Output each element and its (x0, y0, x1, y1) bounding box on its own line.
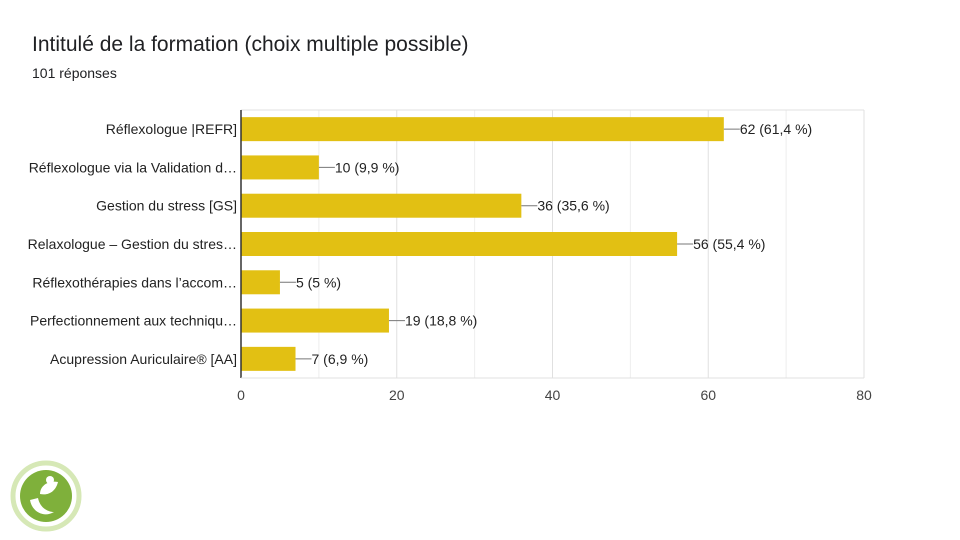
x-tick-label: 20 (389, 387, 405, 403)
logo-disc (20, 470, 72, 522)
bar (241, 193, 522, 218)
bar-chart: 0 20 40 60 80 Réflexologue |REFR] 62 (61,4 %) R… (28, 109, 872, 403)
x-tick-label: 60 (700, 387, 716, 403)
category-label: Réflexothérapies dans l’accom… (32, 274, 237, 290)
logo-leaf-left (30, 498, 54, 515)
data-label: 36 (35,6 %) (537, 198, 609, 214)
data-label: 10 (9,9 %) (335, 159, 400, 175)
bar (241, 308, 389, 333)
data-label: 7 (6,9 %) (312, 351, 369, 367)
x-tick-label: 80 (856, 387, 872, 403)
category-label: Gestion du stress [GS] (96, 198, 237, 214)
bar (241, 346, 296, 371)
category-label: Acupression Auriculaire® [AA] (50, 351, 237, 367)
chart-title: Intitulé de la formation (choix multiple… (32, 33, 469, 56)
bar (241, 232, 678, 256)
category-label: Relaxologue – Gestion du stres… (28, 236, 237, 252)
data-label: 62 (61,4 %) (740, 121, 812, 137)
bar (241, 117, 724, 142)
x-tick-label: 40 (545, 387, 561, 403)
data-label: 19 (18,8 %) (405, 313, 477, 329)
data-label: 56 (55,4 %) (693, 236, 765, 252)
category-label: Perfectionnement aux techniqu… (30, 313, 237, 329)
category-label: Réflexologue via la Validation d… (29, 159, 237, 175)
logo-head (46, 476, 54, 484)
x-tick-label: 0 (237, 387, 245, 403)
bar (241, 155, 319, 180)
data-label: 5 (5 %) (296, 274, 341, 290)
logo-leaf-right (40, 481, 58, 495)
category-label: Réflexologue |REFR] (106, 121, 237, 137)
leaf-figure-logo (10, 460, 82, 532)
response-count: 101 réponses (32, 65, 117, 81)
bar (241, 270, 280, 295)
